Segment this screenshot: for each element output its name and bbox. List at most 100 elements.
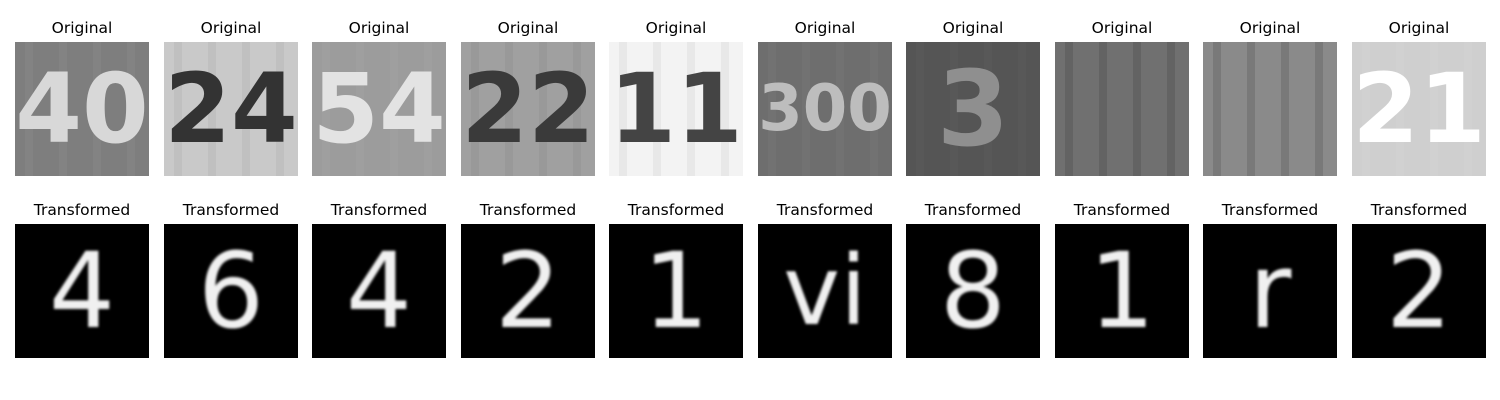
- digit-glyph: 24: [164, 53, 298, 165]
- transformed-panel-7: Transformed 8: [906, 200, 1040, 358]
- transformed-panel-4: Transformed 2: [461, 200, 595, 358]
- image-background: [609, 42, 743, 176]
- panel-caption: Original: [794, 19, 856, 37]
- digit-image: 6: [164, 224, 298, 358]
- texture-streak: [1065, 42, 1073, 176]
- image-background: [1055, 42, 1189, 176]
- texture-streak: [1018, 42, 1026, 176]
- transformed-panel-10: Transformed 2: [1352, 200, 1486, 358]
- digit-image: 1: [1055, 224, 1189, 358]
- original-panel-8: Original: [1055, 18, 1189, 176]
- digit-glyph: 4: [49, 230, 115, 352]
- transformed-panel-6: Transformed vi: [758, 200, 892, 358]
- panel-caption: Original: [1388, 19, 1450, 37]
- digit-image: 8: [906, 224, 1040, 358]
- digit-glyph: 300: [758, 72, 892, 146]
- texture-streak: [127, 42, 135, 176]
- panel-caption: Transformed: [1221, 201, 1319, 219]
- texture-streak: [573, 42, 581, 176]
- texture-streak: [1362, 42, 1370, 176]
- digit-glyph: 2: [495, 230, 561, 352]
- texture-streak: [870, 42, 878, 176]
- texture-streak: [1315, 42, 1323, 176]
- image-background: [1352, 42, 1486, 176]
- panel-caption: Original: [348, 19, 410, 37]
- texture-streak: [653, 42, 661, 176]
- digit-glyph: 40: [15, 53, 149, 165]
- texture-streak: [950, 42, 958, 176]
- panel-caption: Original: [497, 19, 559, 37]
- digit-glyph: 8: [940, 230, 1006, 352]
- texture-streak: [1213, 42, 1221, 176]
- panel-caption: Transformed: [1073, 201, 1171, 219]
- image-background: [609, 224, 743, 358]
- original-panel-5: Original 11: [609, 18, 743, 176]
- texture-streak: [59, 42, 67, 176]
- image-background: [461, 224, 595, 358]
- digit-image: 2: [1352, 224, 1486, 358]
- texture-streak: [1281, 42, 1289, 176]
- panel-caption: Original: [1239, 19, 1301, 37]
- digit-glyph: 54: [312, 53, 446, 165]
- panel-caption: Transformed: [627, 201, 725, 219]
- image-background: [1203, 42, 1337, 176]
- texture-streak: [1430, 42, 1438, 176]
- texture-streak: [1167, 42, 1175, 176]
- digit-image: 4: [15, 224, 149, 358]
- texture-streak: [802, 42, 810, 176]
- panel-caption: Original: [645, 19, 707, 37]
- panel-caption: Original: [200, 19, 262, 37]
- panel-caption: Transformed: [924, 201, 1022, 219]
- texture-streak: [539, 42, 547, 176]
- image-background: [906, 42, 1040, 176]
- texture-streak: [505, 42, 513, 176]
- image-background: [1055, 224, 1189, 358]
- panel-caption: Transformed: [330, 201, 428, 219]
- digit-glyph: vi: [783, 235, 866, 347]
- original-panel-9: Original: [1203, 18, 1337, 176]
- texture-streak: [916, 42, 924, 176]
- digit-image: 300: [758, 42, 892, 176]
- original-panel-1: Original 40: [15, 18, 149, 176]
- digit-image: [1203, 42, 1337, 176]
- digit-glyph: 2: [1386, 230, 1452, 352]
- original-panel-2: Original 24: [164, 18, 298, 176]
- texture-streak: [836, 42, 844, 176]
- digit-image: 11: [609, 42, 743, 176]
- digit-glyph: 3: [937, 48, 1009, 170]
- panel-caption: Original: [51, 19, 113, 37]
- image-background: [758, 42, 892, 176]
- digit-image: 1: [609, 224, 743, 358]
- transformed-panel-9: Transformed r: [1203, 200, 1337, 358]
- texture-streak: [1133, 42, 1141, 176]
- texture-streak: [984, 42, 992, 176]
- digit-glyph: 1: [1089, 230, 1155, 352]
- transformed-panel-3: Transformed 4: [312, 200, 446, 358]
- digit-image: 24: [164, 42, 298, 176]
- original-panel-7: Original 3: [906, 18, 1040, 176]
- digit-image: vi: [758, 224, 892, 358]
- image-background: [15, 42, 149, 176]
- digit-image: 54: [312, 42, 446, 176]
- transformed-panel-2: Transformed 6: [164, 200, 298, 358]
- panel-caption: Original: [1091, 19, 1153, 37]
- texture-streak: [471, 42, 479, 176]
- original-panel-3: Original 54: [312, 18, 446, 176]
- texture-streak: [356, 42, 364, 176]
- digit-image: [1055, 42, 1189, 176]
- image-background: [312, 224, 446, 358]
- texture-streak: [424, 42, 432, 176]
- digit-image: 4: [312, 224, 446, 358]
- texture-streak: [1464, 42, 1472, 176]
- panel-caption: Transformed: [1370, 201, 1468, 219]
- image-background: [906, 224, 1040, 358]
- transformed-panel-8: Transformed 1: [1055, 200, 1189, 358]
- panel-caption: Original: [942, 19, 1004, 37]
- digit-glyph: 4: [346, 230, 412, 352]
- texture-streak: [619, 42, 627, 176]
- digit-glyph: 6: [198, 230, 264, 352]
- texture-streak: [93, 42, 101, 176]
- texture-streak: [322, 42, 330, 176]
- image-background: [1352, 224, 1486, 358]
